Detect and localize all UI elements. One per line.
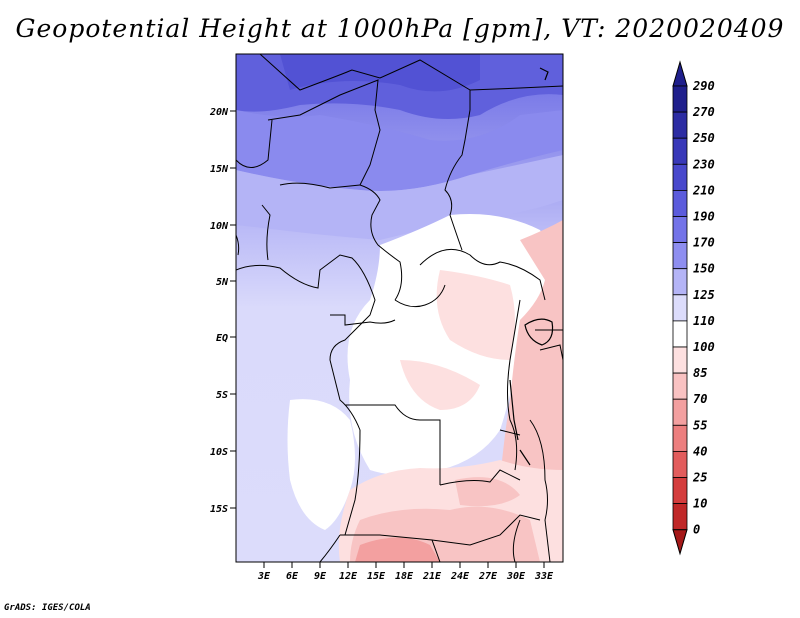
colorbar-label: 230: [692, 157, 715, 171]
lon-label: 3E: [257, 571, 271, 582]
colorbar-label: 125: [693, 288, 715, 302]
lat-label: 15N: [210, 164, 229, 175]
lon-ticks: [263, 562, 545, 568]
colorbar-swatch: [672, 320, 688, 348]
colorbar-label: 40: [693, 444, 707, 458]
colorbar-swatch: [672, 242, 688, 270]
grads-credit: GrADS: IGES/COLA: [4, 603, 91, 613]
colorbar-swatch: [672, 111, 688, 139]
colorbar-label: 70: [693, 392, 707, 406]
colorbar-label: 110: [693, 314, 715, 328]
lon-label: 27E: [478, 571, 498, 582]
colorbar-swatch: [672, 216, 688, 244]
country-borders: [236, 54, 563, 562]
colorbar-label: 210: [692, 183, 715, 197]
lon-label: 21E: [422, 571, 442, 582]
colorbar-label: 190: [693, 210, 715, 224]
colorbar: 2902702502302101901701501251101008570554…: [672, 60, 715, 556]
colorbar-label: 85: [693, 366, 707, 380]
colorbar-swatch: [672, 372, 688, 400]
lon-label: 33E: [534, 571, 554, 582]
colorbar-label: 270: [692, 105, 715, 119]
colorbar-swatch: [672, 398, 688, 426]
lon-label: 15E: [367, 571, 386, 582]
colorbar-label: 170: [693, 236, 715, 250]
colorbar-label: 10: [693, 497, 707, 511]
colorbar-swatch: [672, 450, 688, 478]
colorbar-label: 100: [693, 340, 715, 354]
lat-label: 20N: [209, 107, 229, 118]
lon-labels: 3E 6E 9E 12E 15E 18E 21E 24E 27E 30E 33E: [257, 571, 554, 582]
lat-label: EQ: [216, 333, 228, 344]
colorbar-swatch: [672, 503, 688, 531]
lon-label: 30E: [506, 571, 526, 582]
colorbar-swatch: [672, 163, 688, 191]
lon-label: 9E: [314, 571, 327, 582]
lat-label: 5S: [216, 390, 228, 401]
map-frame: [235, 53, 564, 563]
colorbar-label: 150: [693, 262, 715, 276]
lat-label: 10S: [210, 447, 228, 458]
colorbar-label: 0: [693, 523, 700, 537]
colorbar-swatch: [672, 137, 688, 165]
lon-label: 18E: [395, 571, 414, 582]
lat-label: 5N: [216, 277, 229, 288]
colorbar-swatch: [672, 189, 688, 217]
colorbar-swatch: [672, 85, 688, 113]
lat-labels: 20N 15N 10N 5N EQ 5S 10S 15S: [209, 107, 229, 515]
lat-label: 10N: [210, 221, 229, 232]
colorbar-swatch: [672, 268, 688, 296]
lakes: [509, 67, 554, 466]
colorbar-swatch: [672, 477, 688, 505]
colorbar-label: 250: [692, 131, 715, 145]
lon-label: 6E: [286, 571, 299, 582]
colorbar-top-arrow: [672, 60, 688, 87]
lon-label: 12E: [339, 571, 358, 582]
map-title: Geopotential Height at 1000hPa [gpm], VT…: [15, 14, 785, 43]
colorbar-label: 25: [692, 471, 707, 485]
lat-ticks: [230, 110, 236, 509]
colorbar-label: 55: [693, 418, 707, 432]
lon-label: 24E: [450, 571, 470, 582]
map-field: [236, 54, 563, 562]
colorbar-bottom-arrow: [672, 529, 688, 556]
colorbar-label: 290: [692, 79, 715, 93]
lat-label: 15S: [210, 504, 228, 515]
colorbar-swatch: [672, 294, 688, 322]
colorbar-swatch: [672, 346, 688, 374]
colorbar-swatch: [672, 424, 688, 452]
